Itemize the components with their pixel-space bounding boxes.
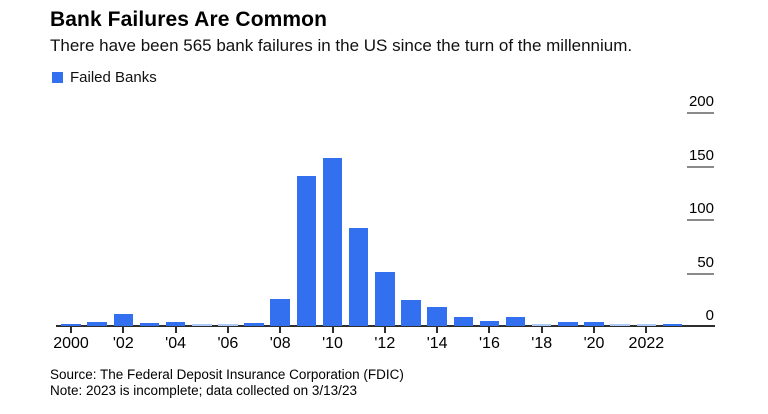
x-tick-mark-2016: [488, 327, 491, 333]
bar-2002: [113, 314, 134, 326]
y-tick-dash-50: [687, 272, 714, 275]
x-tick-mark-2006: [226, 327, 229, 333]
bar-2015: [453, 317, 474, 326]
x-tick-label-2012: '12: [374, 335, 396, 352]
bar-2020: [584, 321, 604, 326]
chart-title: Bank Failures Are Common: [50, 8, 328, 31]
x-tick-mark-2002: [122, 327, 125, 333]
x-tick-label-2004: '04: [165, 335, 187, 352]
bar-2011: [348, 227, 369, 326]
x-tick-label-2006: '06: [217, 335, 239, 352]
x-tick-mark-2000: [70, 327, 72, 333]
bar-2017: [505, 317, 526, 326]
x-tick-label-2014: '14: [426, 335, 448, 352]
bar-2016: [479, 320, 500, 326]
x-tick-mark-2022: [645, 327, 648, 333]
bar-2005: [192, 324, 212, 326]
legend-swatch-icon: [52, 71, 63, 83]
bar-2012: [375, 271, 395, 326]
bar-2004: [165, 321, 186, 326]
legend-label: Failed Banks: [70, 68, 157, 86]
note-text: Note: 2023 is incomplete; data collected…: [50, 382, 357, 398]
bar-2013: [401, 300, 421, 326]
y-tick-label-0: 0: [705, 307, 714, 324]
x-tick-label-2002: '02: [112, 335, 134, 352]
bar-2008: [270, 299, 290, 326]
x-tick-label-2022: 2022: [628, 335, 665, 352]
chart-footer: Source: The Federal Deposit Insurance Co…: [50, 367, 404, 398]
y-tick-label-100: 100: [688, 200, 714, 218]
x-tick-label-2018: '18: [531, 335, 553, 352]
x-tick-label-2016: '16: [478, 335, 500, 352]
y-tick-dash-200: [687, 112, 714, 115]
bar-2023: [662, 323, 683, 326]
bar-2001: [87, 321, 107, 326]
x-tick-label-2020: '20: [583, 335, 605, 352]
x-tick-mark-2012: [383, 327, 386, 333]
y-tick-label-50: 50: [697, 253, 714, 271]
bar-2018: [531, 324, 552, 326]
x-tick-mark-2020: [593, 327, 596, 333]
x-tick-mark-2010: [331, 327, 334, 333]
x-tick-label-2010: '10: [322, 335, 343, 352]
y-tick-dash-150: [687, 165, 714, 168]
legend: Failed Banks: [52, 68, 157, 86]
x-axis-line: [56, 325, 715, 327]
bar-2009: [296, 176, 317, 326]
bar-2006: [218, 324, 238, 326]
y-tick-label-150: 150: [688, 146, 714, 164]
y-tick-dash-100: [687, 219, 714, 222]
bar-2010: [322, 158, 343, 326]
bar-2014: [427, 306, 447, 326]
source-text: Source: The Federal Deposit Insurance Co…: [50, 367, 404, 382]
x-tick-mark-2008: [279, 327, 282, 333]
x-tick-mark-2018: [540, 327, 543, 333]
bar-2021: [610, 324, 630, 326]
chart-subtitle: There have been 565 bank failures in the…: [50, 36, 633, 55]
x-tick-mark-2014: [436, 327, 439, 333]
x-tick-label-2008: '08: [269, 335, 291, 352]
x-tick-mark-2004: [174, 327, 177, 333]
bar-2007: [244, 322, 264, 326]
bar-2019: [558, 321, 578, 326]
bar-2003: [139, 322, 160, 326]
bar-2022: [636, 324, 657, 326]
y-tick-label-200: 200: [688, 93, 714, 111]
bar-2000: [61, 323, 81, 326]
x-tick-label-2000: 2000: [53, 335, 89, 352]
